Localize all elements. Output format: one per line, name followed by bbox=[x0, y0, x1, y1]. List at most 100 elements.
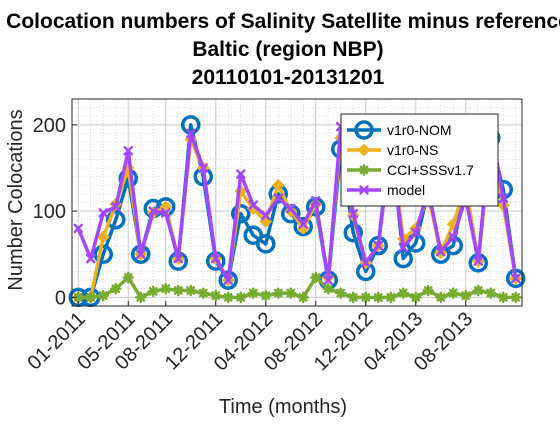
data-point-model bbox=[361, 258, 371, 268]
data-point-model bbox=[198, 163, 208, 173]
data-point-cci-sssv1-7 bbox=[447, 287, 459, 299]
data-point-model bbox=[273, 193, 283, 203]
data-point-cci-sssv1-7 bbox=[310, 271, 322, 284]
data-point-cci-sssv1-7 bbox=[185, 284, 197, 297]
data-point-v1r0-ns bbox=[271, 178, 285, 192]
data-point-model bbox=[511, 273, 521, 284]
data-point-model bbox=[436, 246, 446, 257]
data-point-cci-sssv1-7 bbox=[360, 291, 372, 304]
chart-title-line-3: 20110101-20131201 bbox=[192, 66, 385, 89]
legend-entry: model bbox=[347, 182, 425, 198]
x-axis-label: Time (months) bbox=[219, 396, 347, 418]
data-point-cci-sssv1-7 bbox=[122, 271, 134, 284]
series-layer bbox=[68, 115, 526, 308]
legend-label: model bbox=[387, 182, 425, 198]
data-point-cci-sssv1-7 bbox=[197, 287, 209, 299]
legend: v1r0-NOM v1r0-NS CCI+SSSv1.7 model bbox=[340, 113, 499, 207]
data-point-cci-sssv1-7 bbox=[210, 289, 222, 302]
data-point-v1r0-nom bbox=[343, 222, 363, 243]
data-point-cci-sssv1-7 bbox=[260, 289, 272, 302]
data-point-v1r0-nom bbox=[393, 248, 413, 269]
data-point-model bbox=[261, 210, 271, 221]
data-point-model bbox=[448, 232, 458, 242]
data-point-cci-sssv1-7 bbox=[372, 291, 384, 304]
data-point-cci-sssv1-7 bbox=[485, 287, 497, 299]
y-axis-label: Number Colocations bbox=[5, 109, 27, 290]
data-point-cci-sssv1-7 bbox=[322, 283, 334, 295]
data-point-cci-sssv1-7 bbox=[410, 291, 422, 304]
data-point-model bbox=[186, 128, 196, 139]
data-point-model bbox=[248, 200, 258, 210]
data-point-model bbox=[123, 146, 133, 156]
data-point-v1r0-ns bbox=[96, 230, 110, 244]
data-point-cci-sssv1-7 bbox=[460, 289, 472, 302]
data-point-model bbox=[98, 208, 108, 218]
data-point-model bbox=[173, 253, 183, 264]
data-point-cci-sssv1-7 bbox=[135, 291, 147, 304]
data-point-model bbox=[236, 169, 246, 179]
y-tick-label: 0 bbox=[55, 287, 66, 309]
data-point-cci-sssv1-7 bbox=[435, 291, 447, 304]
data-point-model bbox=[148, 206, 158, 216]
data-point-model bbox=[136, 249, 146, 259]
data-point-model bbox=[211, 253, 221, 264]
data-point-model bbox=[223, 275, 233, 285]
data-point-cci-sssv1-7 bbox=[335, 287, 347, 299]
data-point-cci-sssv1-7 bbox=[497, 291, 509, 304]
data-point-cci-sssv1-7 bbox=[397, 287, 409, 299]
data-point-model bbox=[161, 208, 171, 218]
data-point-cci-sssv1-7 bbox=[235, 291, 247, 304]
data-point-cci-sssv1-7 bbox=[85, 291, 97, 304]
legend-label: CCI+SSSv1.7 bbox=[387, 162, 474, 178]
data-point-model bbox=[398, 242, 408, 253]
legend-swatch-marker bbox=[359, 185, 369, 195]
series-cci-sssv1-7 bbox=[72, 271, 522, 304]
data-point-cci-sssv1-7 bbox=[147, 285, 159, 298]
data-point-cci-sssv1-7 bbox=[247, 287, 259, 299]
data-point-model bbox=[286, 203, 296, 214]
data-point-cci-sssv1-7 bbox=[160, 283, 172, 295]
data-point-cci-sssv1-7 bbox=[472, 284, 484, 297]
data-point-v1r0-nom bbox=[231, 203, 251, 224]
y-tick-label: 200 bbox=[33, 115, 66, 137]
data-point-model bbox=[348, 208, 358, 219]
legend-entry: CCI+SSSv1.7 bbox=[347, 162, 474, 178]
data-point-cci-sssv1-7 bbox=[297, 291, 309, 304]
data-point-v1r0-nom bbox=[106, 210, 126, 230]
data-point-cci-sssv1-7 bbox=[222, 291, 234, 304]
data-point-model bbox=[373, 240, 383, 251]
legend-swatch-marker bbox=[358, 164, 370, 176]
legend-swatch-marker bbox=[354, 120, 374, 140]
data-point-model bbox=[111, 202, 121, 212]
data-point-model bbox=[498, 193, 508, 203]
data-point-cci-sssv1-7 bbox=[110, 283, 122, 295]
data-point-cci-sssv1-7 bbox=[97, 289, 109, 302]
data-point-cci-sssv1-7 bbox=[285, 287, 297, 299]
legend-entry: v1r0-NOM bbox=[347, 120, 452, 140]
data-point-cci-sssv1-7 bbox=[347, 291, 359, 304]
legend-entry: v1r0-NS bbox=[347, 142, 438, 158]
data-point-cci-sssv1-7 bbox=[510, 291, 522, 304]
data-point-model bbox=[298, 219, 308, 229]
data-point-cci-sssv1-7 bbox=[172, 284, 184, 297]
data-point-model bbox=[86, 253, 96, 264]
data-point-model bbox=[473, 256, 483, 266]
data-point-model bbox=[73, 223, 83, 234]
data-point-v1r0-nom bbox=[93, 244, 113, 264]
chart-title-line-2: Baltic (region NBP) bbox=[192, 38, 383, 61]
legend-swatch-marker bbox=[357, 143, 371, 157]
data-point-cci-sssv1-7 bbox=[272, 287, 284, 299]
chart-title-line-1: Colocation numbers of Salinity Satellite… bbox=[6, 10, 560, 33]
plot-frame bbox=[71, 98, 523, 307]
data-point-model bbox=[411, 227, 421, 238]
data-point-model bbox=[311, 196, 321, 206]
legend-label: v1r0-NOM bbox=[387, 122, 452, 138]
y-tick-label: 100 bbox=[33, 201, 66, 223]
data-point-model bbox=[323, 275, 333, 285]
legend-label: v1r0-NS bbox=[387, 142, 438, 158]
data-point-cci-sssv1-7 bbox=[385, 291, 397, 304]
data-point-v1r0-nom bbox=[256, 234, 276, 254]
data-point-cci-sssv1-7 bbox=[422, 284, 434, 297]
